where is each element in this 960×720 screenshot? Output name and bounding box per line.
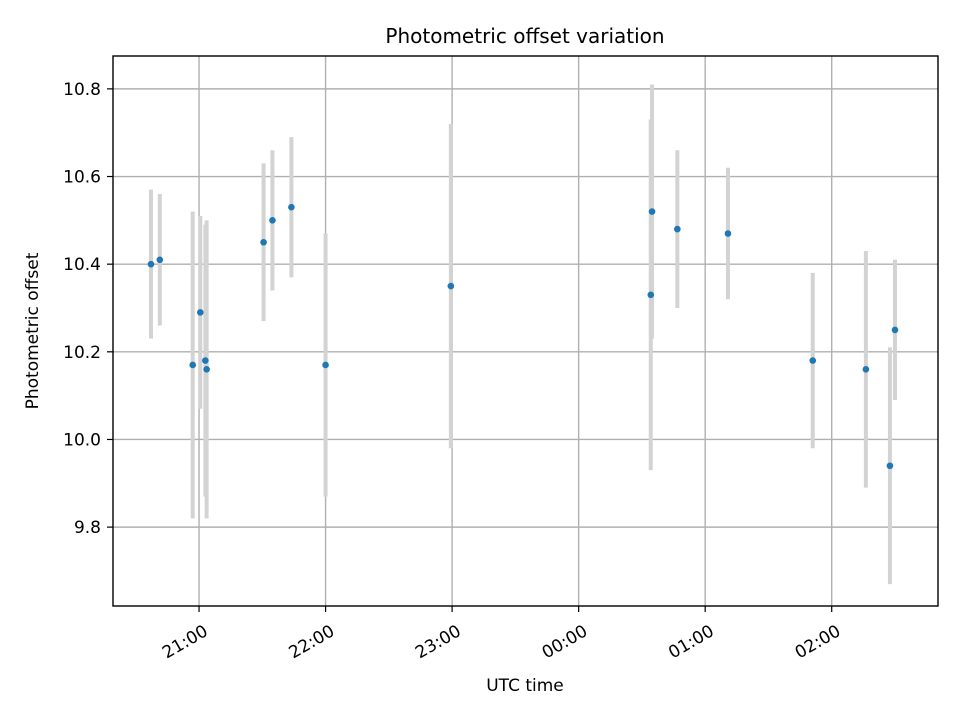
data-point <box>269 217 276 224</box>
y-tick-label: 10.0 <box>63 430 101 450</box>
data-point <box>724 230 732 237</box>
data-point <box>862 366 870 373</box>
plot-frame <box>112 55 939 607</box>
x-tick-label: 02:00 <box>792 621 844 663</box>
x-tick-label: 23:00 <box>412 621 464 663</box>
data-point <box>891 326 899 334</box>
data-point <box>447 282 455 290</box>
x-tick-label: 01:00 <box>665 621 717 663</box>
x-axis: 21:00 22:00 23:00 00:00 01:00 02:00 <box>159 606 844 663</box>
data-point <box>147 260 155 268</box>
data-point <box>189 361 197 369</box>
x-tick-label: 21:00 <box>159 621 211 663</box>
x-tick-label: 00:00 <box>539 621 591 663</box>
y-tick-label: 9.8 <box>74 518 101 538</box>
data-point <box>156 256 164 264</box>
y-tick-label: 10.4 <box>63 255 101 275</box>
y-axis-title: Photometric offset <box>23 252 43 409</box>
data-point <box>203 366 210 373</box>
chart-title: Photometric offset variation <box>385 24 664 48</box>
y-tick-label: 10.2 <box>63 343 101 363</box>
data-point <box>197 309 204 316</box>
data-point <box>809 357 817 364</box>
data-point <box>288 203 295 211</box>
data-point <box>260 238 267 246</box>
data-point <box>886 462 894 470</box>
error-bars <box>148 84 897 585</box>
data-point <box>202 357 209 364</box>
data-point <box>674 225 681 233</box>
data-point <box>322 361 329 369</box>
x-axis-title: UTC time <box>486 676 564 696</box>
data-point <box>647 291 655 299</box>
y-axis: 9.8 10.0 10.2 10.4 10.6 10.8 <box>63 80 113 538</box>
y-tick-label: 10.6 <box>63 168 101 188</box>
data-points <box>147 203 899 470</box>
x-tick-label: 22:00 <box>286 621 338 663</box>
y-tick-label: 10.8 <box>63 80 101 100</box>
data-point <box>648 208 656 215</box>
